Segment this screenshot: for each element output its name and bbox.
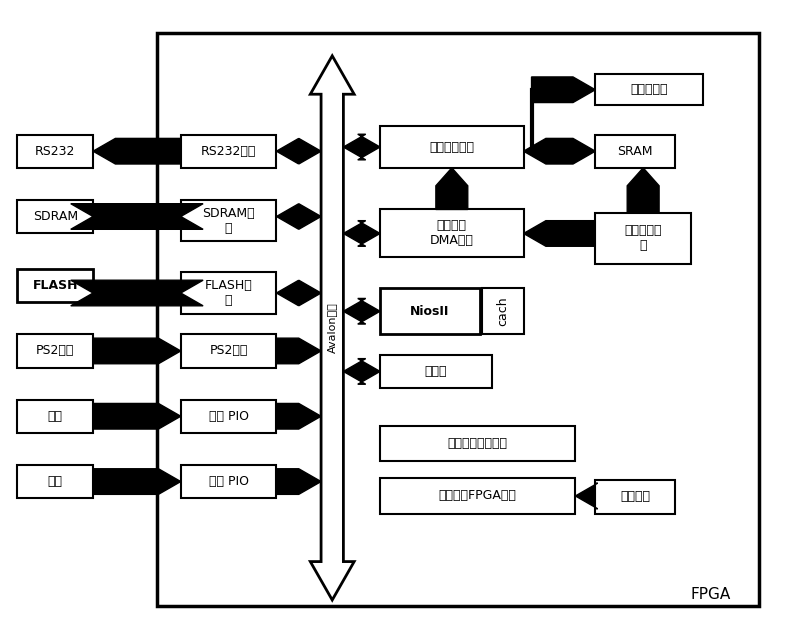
Bar <box>380 126 523 168</box>
Bar <box>380 478 575 514</box>
Text: 按键: 按键 <box>48 475 62 488</box>
Bar <box>181 272 277 314</box>
Bar <box>482 288 523 334</box>
Text: RS232接口: RS232接口 <box>201 145 256 158</box>
Text: Avalon总线: Avalon总线 <box>327 302 338 353</box>
Text: 按键 PIO: 按键 PIO <box>209 475 249 488</box>
Polygon shape <box>93 338 181 364</box>
Polygon shape <box>93 469 181 494</box>
Text: 系统时钟: 系统时钟 <box>620 491 650 503</box>
Bar <box>18 134 93 168</box>
Polygon shape <box>343 298 380 324</box>
Bar <box>18 399 93 433</box>
Text: cach: cach <box>496 296 510 326</box>
Polygon shape <box>523 138 595 164</box>
Polygon shape <box>531 77 595 102</box>
Text: 虹膜采集装
置: 虹膜采集装 置 <box>625 224 662 252</box>
Polygon shape <box>343 221 380 246</box>
Bar <box>18 334 93 368</box>
Polygon shape <box>277 204 321 230</box>
Bar <box>18 200 93 233</box>
Polygon shape <box>93 403 181 429</box>
Bar <box>595 480 675 514</box>
Polygon shape <box>627 168 659 213</box>
Bar <box>595 134 675 168</box>
Polygon shape <box>343 359 380 385</box>
Text: FLASH接
口: FLASH接 口 <box>205 279 253 307</box>
Text: FPGA: FPGA <box>690 587 731 602</box>
Bar <box>18 465 93 498</box>
Polygon shape <box>277 403 321 429</box>
Text: 液晶显示屏: 液晶显示屏 <box>630 83 668 96</box>
Polygon shape <box>575 483 598 509</box>
Polygon shape <box>70 280 203 306</box>
Text: 硬件算法加速模块: 硬件算法加速模块 <box>448 437 508 450</box>
Bar <box>380 355 492 388</box>
Polygon shape <box>93 138 181 164</box>
Text: SRAM: SRAM <box>618 145 653 158</box>
Text: SDRAM接
口: SDRAM接 口 <box>202 206 255 235</box>
Bar <box>181 334 277 368</box>
Text: 其他普通FPGA逻辑: 其他普通FPGA逻辑 <box>438 489 517 502</box>
Bar <box>595 75 703 105</box>
Polygon shape <box>277 138 321 164</box>
Bar <box>157 33 758 606</box>
Text: NiosII: NiosII <box>410 305 450 318</box>
Text: 拨盘 PIO: 拨盘 PIO <box>209 410 249 422</box>
Bar <box>380 210 523 257</box>
Polygon shape <box>277 469 321 494</box>
Polygon shape <box>277 280 321 306</box>
Polygon shape <box>436 168 468 210</box>
Text: 拨盘: 拨盘 <box>48 410 62 422</box>
Bar <box>380 426 575 461</box>
Bar <box>181 465 277 498</box>
Polygon shape <box>343 134 380 160</box>
Polygon shape <box>277 338 321 364</box>
Text: RS232: RS232 <box>35 145 75 158</box>
Bar <box>181 200 277 242</box>
Bar <box>380 288 480 334</box>
Text: FLASH: FLASH <box>33 279 78 292</box>
Text: 图象显示模块: 图象显示模块 <box>430 141 474 154</box>
Bar <box>181 399 277 433</box>
Polygon shape <box>310 56 354 600</box>
Bar <box>181 134 277 168</box>
Polygon shape <box>70 204 203 230</box>
Text: 图象采集
DMA接口: 图象采集 DMA接口 <box>430 219 474 248</box>
Text: 定时器: 定时器 <box>425 365 447 378</box>
Bar <box>595 213 691 264</box>
Text: PS2键盘: PS2键盘 <box>36 345 74 358</box>
Text: PS2接口: PS2接口 <box>210 345 248 358</box>
Text: SDRAM: SDRAM <box>33 210 78 223</box>
Polygon shape <box>523 221 595 246</box>
Bar <box>18 269 93 302</box>
